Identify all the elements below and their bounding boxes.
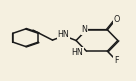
Text: HN: HN: [57, 30, 69, 39]
Text: F: F: [114, 56, 118, 65]
Text: HN: HN: [71, 48, 83, 57]
Text: N: N: [81, 25, 87, 34]
Text: O: O: [113, 15, 120, 24]
